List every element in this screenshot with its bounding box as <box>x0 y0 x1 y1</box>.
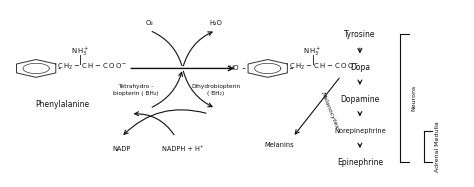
Text: HO: HO <box>229 65 239 71</box>
Text: NADP: NADP <box>112 146 130 152</box>
Text: O₂: O₂ <box>146 20 154 26</box>
Text: H₂O: H₂O <box>210 20 222 26</box>
Text: NADPH + H⁺: NADPH + H⁺ <box>162 146 203 152</box>
Text: $\mathregular{C\,H_2-\,C\,H-\,C\,O\,O^-}$: $\mathregular{C\,H_2-\,C\,H-\,C\,O\,O^-}… <box>289 62 359 72</box>
Text: Dopa: Dopa <box>350 63 370 72</box>
Text: Dopamine: Dopamine <box>340 95 380 104</box>
Text: Epinephrine: Epinephrine <box>337 158 383 167</box>
Text: Neurons: Neurons <box>411 85 416 111</box>
Text: $\mathregular{C\,H_2-\,C\,H-\,C\,O\,O^-}$: $\mathregular{C\,H_2-\,C\,H-\,C\,O\,O^-}… <box>57 62 127 72</box>
Text: Tyrosine: Tyrosine <box>344 30 375 39</box>
Text: $\mathregular{N\,H_3^+}$: $\mathregular{N\,H_3^+}$ <box>71 46 89 58</box>
Text: Melanins: Melanins <box>264 142 294 148</box>
Text: Tetrahydro -
biopterin ( BH₄): Tetrahydro - biopterin ( BH₄) <box>113 84 158 96</box>
Text: Adrenal Medulla: Adrenal Medulla <box>435 121 439 172</box>
Text: $\mathregular{N\,H_3^+}$: $\mathregular{N\,H_3^+}$ <box>303 46 322 58</box>
Text: Norepinephrine: Norepinephrine <box>334 128 386 134</box>
Text: Phenylalanine: Phenylalanine <box>35 100 89 109</box>
Text: Dihydrobiopterin
( BH₂): Dihydrobiopterin ( BH₂) <box>191 84 240 96</box>
Text: Melanocytes: Melanocytes <box>319 91 339 129</box>
